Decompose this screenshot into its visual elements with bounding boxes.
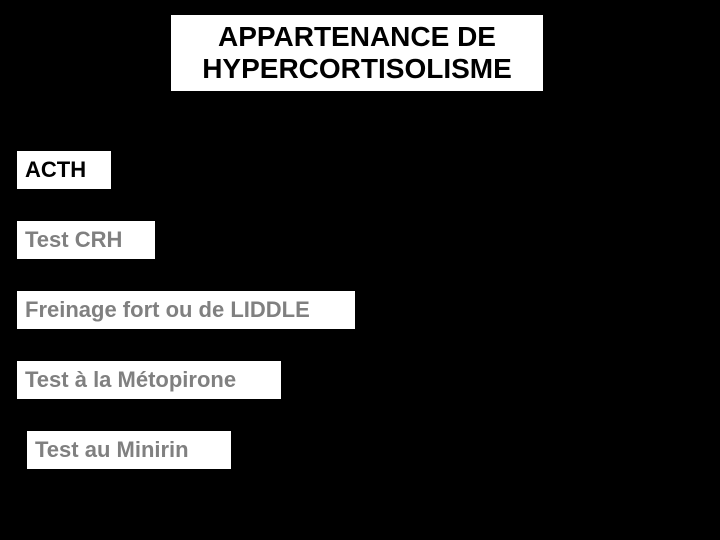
item-box-2: Freinage fort ou de LIDDLE <box>16 290 356 330</box>
item-label-2: Freinage fort ou de LIDDLE <box>25 297 310 322</box>
item-label-0: ACTH <box>25 157 86 182</box>
item-label-1: Test CRH <box>25 227 122 252</box>
item-box-4: Test au Minirin <box>26 430 232 470</box>
item-box-0: ACTH <box>16 150 112 190</box>
item-box-1: Test CRH <box>16 220 156 260</box>
item-box-3: Test à la Métopirone <box>16 360 282 400</box>
title-line1: APPARTENANCE DE <box>218 21 496 53</box>
title-line2: HYPERCORTISOLISME <box>202 53 512 85</box>
item-label-3: Test à la Métopirone <box>25 367 236 392</box>
item-label-4: Test au Minirin <box>35 437 189 462</box>
title-box: APPARTENANCE DE HYPERCORTISOLISME <box>170 14 544 92</box>
